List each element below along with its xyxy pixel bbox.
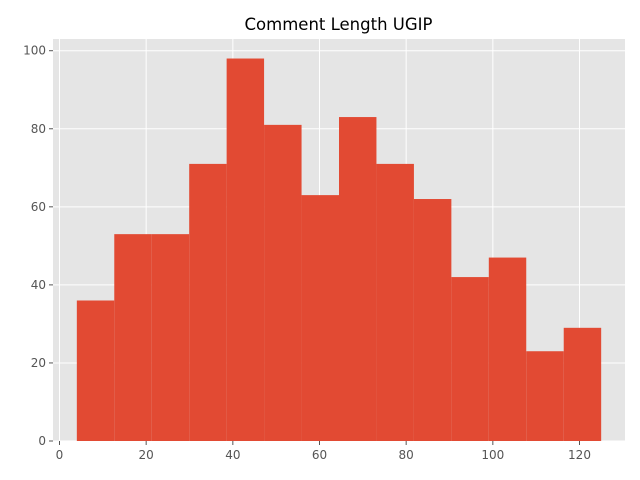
histogram-bar <box>488 257 527 441</box>
x-tick-label: 60 <box>312 448 327 462</box>
histogram-bar <box>76 300 115 441</box>
y-tick-label: 100 <box>23 44 46 58</box>
histogram-bars <box>76 58 602 442</box>
chart-title: Comment Length UGIP <box>245 15 433 34</box>
x-tick-label: 80 <box>399 448 414 462</box>
histogram-bar <box>114 234 152 441</box>
histogram-bar <box>226 58 265 442</box>
histogram-bar <box>151 234 190 441</box>
histogram-bar <box>413 199 452 441</box>
histogram-bar <box>526 351 564 441</box>
histogram-bar <box>563 327 602 441</box>
histogram-bar <box>376 163 414 442</box>
y-tick-label: 80 <box>31 122 46 136</box>
histogram-bar <box>189 163 227 442</box>
y-tick-label: 40 <box>31 278 46 292</box>
x-axis: 0 20 40 60 80 100 120 <box>56 441 591 462</box>
histogram-bar <box>301 195 339 441</box>
y-tick-label: 60 <box>31 200 46 214</box>
y-tick-label: 0 <box>38 434 46 448</box>
histogram-bar <box>451 277 489 441</box>
y-axis: 0 20 40 60 80 100 <box>23 44 53 448</box>
x-tick-label: 40 <box>225 448 240 462</box>
x-tick-label: 0 <box>56 448 64 462</box>
histogram-bar <box>339 117 377 441</box>
x-tick-label: 120 <box>568 448 591 462</box>
y-tick-label: 20 <box>31 356 46 370</box>
x-tick-label: 20 <box>139 448 154 462</box>
x-tick-label: 100 <box>481 448 504 462</box>
histogram-bar <box>264 124 302 441</box>
